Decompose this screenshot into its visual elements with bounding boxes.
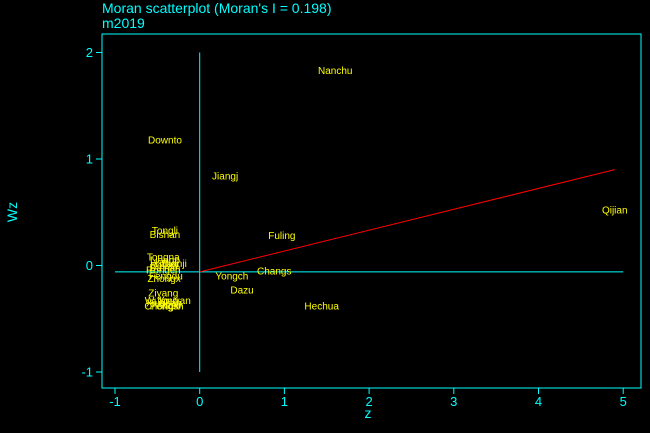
point-label: Wulong xyxy=(145,296,179,307)
point-label: Hechua xyxy=(304,301,339,312)
point-label: Qijian xyxy=(602,206,628,217)
point-label: Tongli xyxy=(152,226,178,237)
point-label: Wuxi xyxy=(159,300,181,311)
point-label: Ziyang xyxy=(148,289,178,300)
x-axis-label: z xyxy=(365,405,372,421)
point-label: Nanchu xyxy=(318,66,352,77)
x-tick-label: 2 xyxy=(365,394,372,409)
fit-line xyxy=(199,169,615,273)
point-label: Rongch xyxy=(146,265,180,276)
point-label: Jiangj xyxy=(212,172,238,183)
point-label: Liangp xyxy=(150,256,180,267)
x-tick-label: 0 xyxy=(196,394,203,409)
y-tick-label: 2 xyxy=(86,45,93,60)
x-tick-label: 3 xyxy=(450,394,457,409)
point-label: Chengk xyxy=(144,301,179,312)
point-label: Ba'nan xyxy=(150,263,181,274)
point-label: Xiushan xyxy=(146,298,182,309)
x-tick-label: -1 xyxy=(109,394,121,409)
point-label: Pengsh xyxy=(150,301,184,312)
chart-subtitle: m2019 xyxy=(102,15,145,31)
point-label: Dianji xyxy=(162,259,187,270)
point-label: Dazu xyxy=(230,285,253,296)
point-label: Fuling xyxy=(268,231,295,242)
point-label: Yongch xyxy=(215,272,248,283)
fit-line-group xyxy=(199,169,615,273)
x-tick-label: 1 xyxy=(281,394,288,409)
point-label: Bishan xyxy=(150,230,181,241)
point-label: Tongna xyxy=(147,252,180,263)
y-axis-label: Wz xyxy=(4,202,20,222)
chart-title: Moran scatterplot (Moran's I = 0.198) xyxy=(102,0,332,16)
y-tick-label: 0 xyxy=(86,258,93,273)
point-label: Downto xyxy=(148,135,182,146)
y-axis: -1 0 1 2 xyxy=(81,45,102,380)
point-label: Fengdu xyxy=(149,272,183,283)
point-label: Yubei xyxy=(153,259,178,270)
x-axis: -1 0 1 2 3 4 5 xyxy=(109,388,627,409)
x-tick-label: 5 xyxy=(620,394,627,409)
y-tick-label: -1 xyxy=(81,365,93,380)
plot-area xyxy=(101,33,642,389)
point-label: Zhongx xyxy=(147,274,180,285)
x-tick-label: 4 xyxy=(535,394,542,409)
point-label: Beibei xyxy=(150,261,178,272)
point-label: Youyan xyxy=(158,296,191,307)
y-tick-label: 1 xyxy=(86,152,93,167)
point-label: Changs xyxy=(257,266,291,277)
